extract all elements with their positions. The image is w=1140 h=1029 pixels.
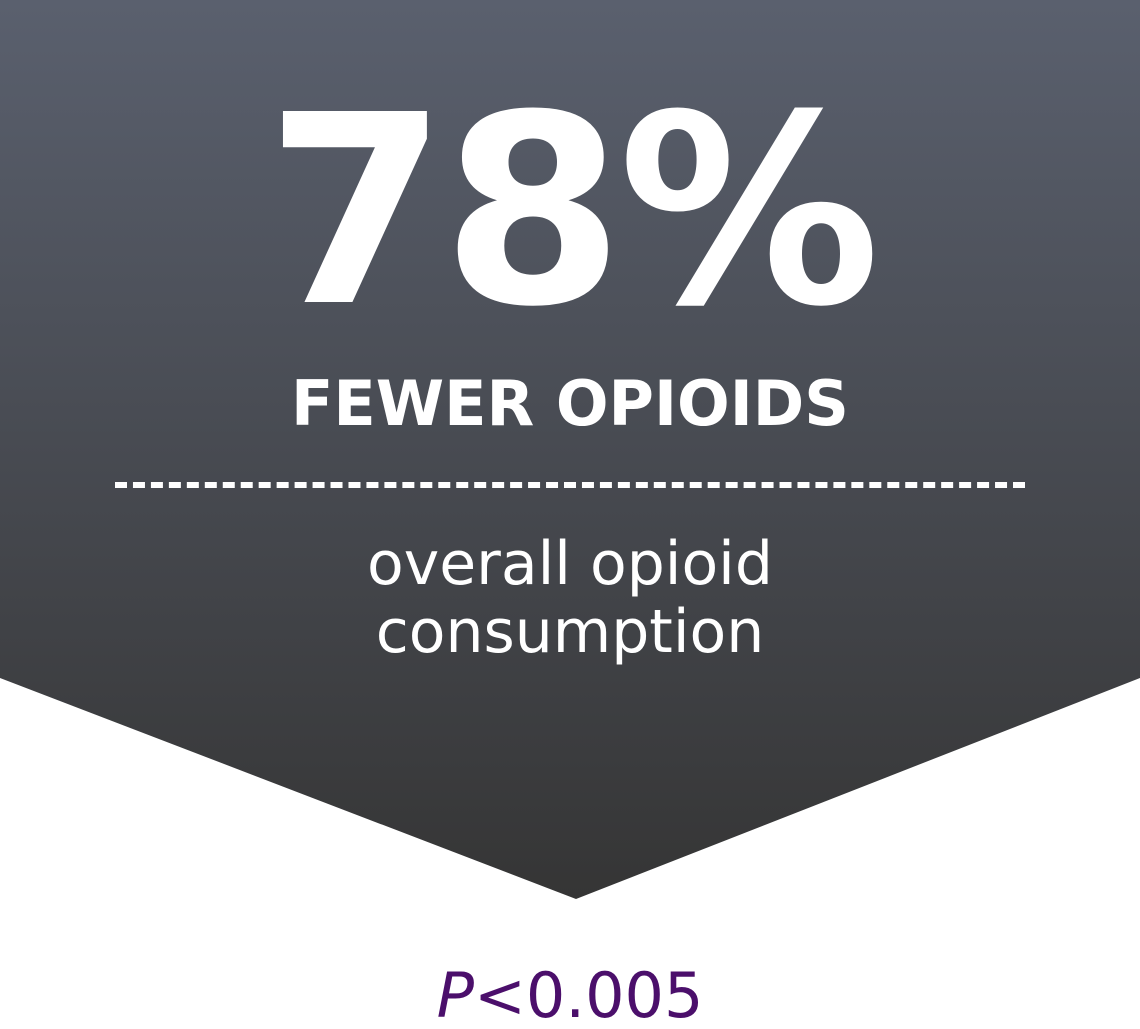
stat-headline: FEWER OPIOIDS [291, 367, 849, 440]
stat-description-line-2: consumption [375, 597, 765, 667]
p-value-letter: P [436, 959, 474, 1029]
chevron-banner [0, 0, 1140, 899]
stat-description-line-1: overall opioid [367, 529, 773, 599]
stat-percentage: 78% [265, 59, 880, 364]
stat-description: overall opioid consumption [0, 530, 1140, 666]
dotted-divider [115, 482, 1025, 488]
p-value: P<0.005 [0, 960, 1140, 1029]
p-value-threshold: <0.005 [473, 959, 704, 1029]
chevron-banner-shape [0, 0, 1140, 899]
